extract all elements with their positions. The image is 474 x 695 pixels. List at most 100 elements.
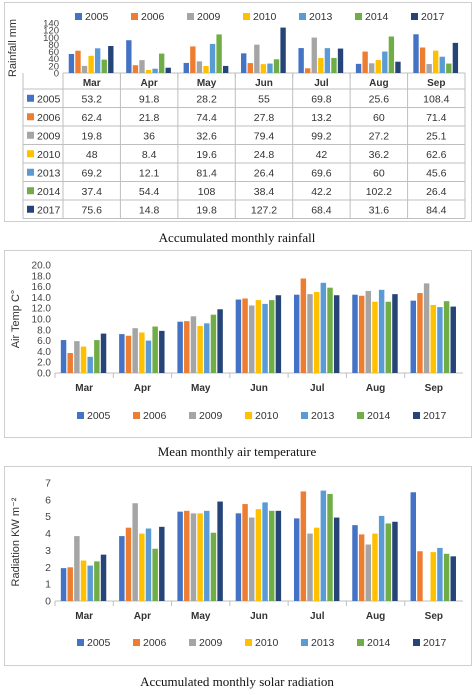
radiation-x-tick-label: Sep — [425, 611, 443, 622]
rainfall-table-cell: 79.4 — [254, 130, 275, 142]
rainfall-table-year-label: 2013 — [37, 167, 61, 179]
radiation-y-tick-label: 3 — [45, 545, 51, 557]
rainfall-table-cell: 127.2 — [251, 204, 277, 216]
rainfall-table-cell: 68.4 — [311, 204, 332, 216]
temperature-bar — [385, 301, 392, 373]
radiation-legend-label: 2013 — [311, 637, 335, 649]
radiation-legend-swatch — [189, 639, 196, 646]
temperature-legend-swatch — [245, 412, 252, 419]
rainfall-table-cell: 54.4 — [139, 186, 160, 198]
temperature-x-tick-label: May — [191, 383, 211, 394]
rainfall-legend-label: 2006 — [141, 11, 165, 23]
radiation-bar — [145, 528, 152, 601]
radiation-legend-label: 2014 — [367, 637, 391, 649]
rainfall-table-cell: 42 — [316, 149, 328, 161]
rainfall-table-cell: 42.2 — [311, 186, 332, 198]
radiation-bar — [372, 533, 378, 601]
temperature-legend-swatch — [357, 412, 364, 419]
rainfall-table-cell: 74.4 — [196, 112, 217, 124]
temperature-bar — [100, 333, 107, 373]
radiation-bar — [385, 523, 392, 601]
rainfall-table-cell: 28.2 — [196, 93, 217, 105]
rainfall-bar — [247, 63, 253, 73]
rainfall-x-tick-label: Jun — [255, 78, 273, 89]
rainfall-bar — [126, 40, 132, 73]
rainfall-bar — [260, 64, 267, 73]
radiation-x-tick-label: Aug — [366, 611, 385, 622]
radiation-legend-label: 2010 — [255, 637, 279, 649]
rainfall-bar — [382, 51, 388, 73]
rainfall-table-cell: 55 — [258, 93, 270, 105]
radiation-bar — [320, 490, 327, 601]
temperature-bar — [74, 341, 80, 373]
rainfall-bar — [318, 58, 324, 73]
temperature-bar — [210, 314, 217, 373]
radiation-bar — [100, 554, 107, 601]
rainfall-bar — [75, 50, 81, 73]
temperature-legend-label: 2014 — [367, 410, 391, 422]
rainfall-table-cell: 27.2 — [369, 130, 390, 142]
rainfall-table-swatch — [27, 168, 34, 176]
temperature-caption: Mean monthly air temperature — [157, 444, 317, 459]
rainfall-table-cell: 19.8 — [81, 130, 102, 142]
rainfall-table-cell: 27.8 — [254, 112, 275, 124]
radiation-bar — [197, 513, 203, 601]
rainfall-bar — [152, 68, 158, 73]
radiation-y-tick-label: 0 — [45, 596, 51, 608]
radiation-y-axis-label: Radiation KW m⁻² — [10, 497, 22, 586]
radiation-bar — [443, 553, 450, 601]
temperature-y-axis-label: Air Temp C° — [10, 290, 22, 349]
temperature-bar — [392, 294, 398, 373]
rainfall-bar — [355, 63, 362, 73]
rainfall-table-year-label: 2009 — [37, 130, 61, 142]
radiation-x-tick-label: May — [191, 611, 211, 622]
radiation-bar — [249, 517, 255, 601]
radiation-bar — [177, 511, 183, 601]
rainfall-table-year-label: 2017 — [37, 204, 61, 216]
rainfall-y-tick-label: 140 — [43, 19, 59, 30]
radiation-bar — [392, 521, 398, 601]
temperature-bar — [327, 287, 333, 373]
temperature-bar — [217, 309, 223, 373]
radiation-bar — [307, 533, 313, 601]
rainfall-bar — [273, 59, 280, 73]
temperature-y-tick-label: 6.0 — [37, 336, 51, 347]
radiation-y-tick-label: 5 — [45, 511, 51, 523]
radiation-bar — [327, 493, 333, 601]
radiation-x-tick-label: Jun — [250, 611, 268, 622]
rainfall-table-cell: 25.6 — [369, 93, 390, 105]
rainfall-bar — [369, 63, 375, 73]
rainfall-bar — [280, 27, 286, 74]
temperature-bar — [255, 300, 262, 373]
radiation-x-tick-label: Apr — [134, 611, 151, 622]
temperature-y-tick-label: 8.0 — [37, 325, 51, 336]
radiation-bar — [262, 502, 268, 601]
temperature-legend-label: 2013 — [311, 410, 335, 422]
rainfall-bar — [165, 67, 171, 73]
temperature-bar — [204, 323, 210, 373]
radiation-y-tick-label: 4 — [45, 528, 51, 540]
radiation-bar — [293, 518, 300, 601]
radiation-legend-label: 2005 — [87, 637, 111, 649]
rainfall-bar — [145, 70, 152, 73]
radiation-bar — [430, 552, 436, 601]
rainfall-table-cell: 38.4 — [254, 186, 275, 198]
rainfall-x-tick-label: May — [197, 78, 217, 89]
radiation-legend-swatch — [413, 639, 420, 646]
rainfall-table-cell: 91.8 — [139, 93, 160, 105]
rainfall-table-cell: 108 — [198, 186, 216, 198]
radiation-bar — [204, 510, 210, 601]
rainfall-y-tick-label: 100 — [43, 33, 59, 44]
rainfall-legend-label: 2005 — [85, 11, 109, 23]
rainfall-table-cell: 48 — [86, 149, 98, 161]
rainfall-bar — [183, 62, 189, 73]
rainfall-x-tick-label: Aug — [369, 78, 388, 89]
rainfall-bar — [267, 63, 273, 73]
rainfall-x-tick-label: Sep — [427, 78, 445, 89]
rainfall-legend-swatch — [243, 13, 250, 20]
rainfall-bar — [108, 46, 114, 73]
rainfall-table-swatch — [27, 113, 34, 121]
temperature-bar — [94, 340, 100, 373]
rainfall-table-cell: 81.4 — [196, 167, 217, 179]
